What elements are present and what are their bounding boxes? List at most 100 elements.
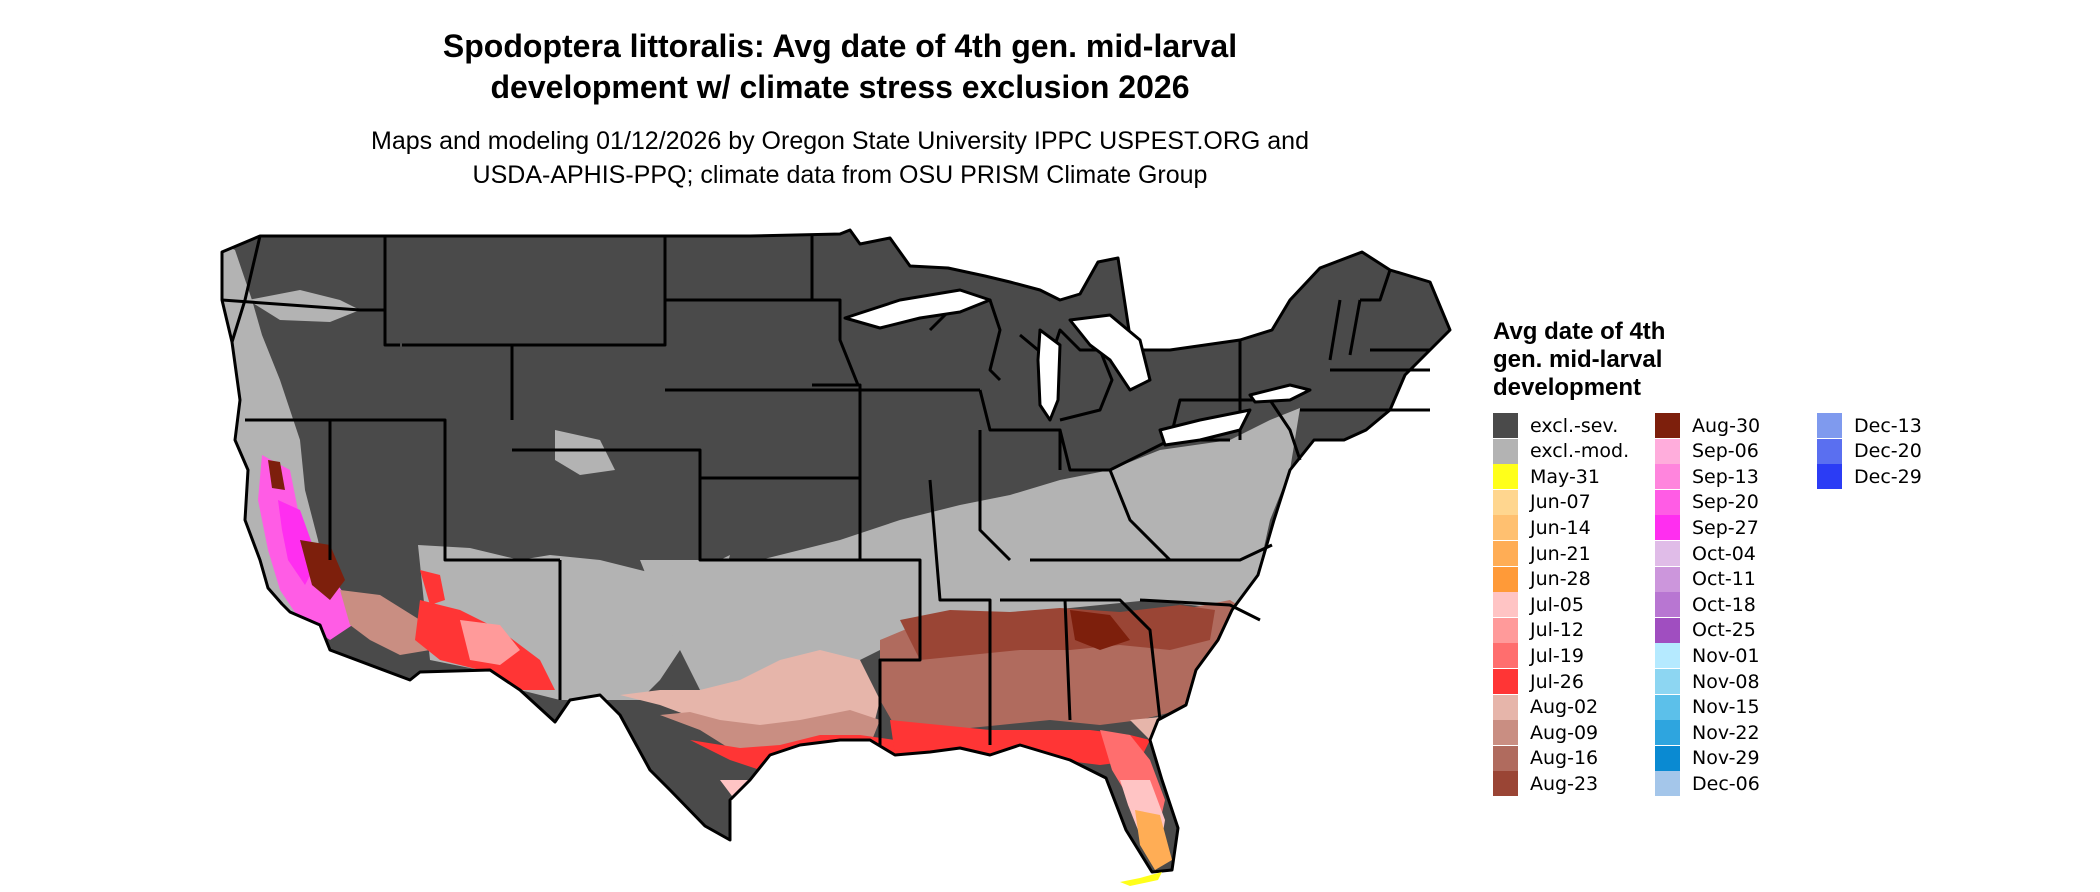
legend-key: Aug-30 [1655, 413, 1760, 438]
legend-label: Oct-11 [1692, 568, 1756, 591]
legend-swatch [1655, 438, 1680, 464]
legend-swatch [1493, 643, 1518, 669]
legend-key: Nov-22 [1655, 720, 1760, 746]
legend-key: excl.-mod. [1493, 438, 1629, 464]
legend-label: Nov-29 [1692, 747, 1760, 770]
legend-label: Sep-27 [1692, 516, 1759, 539]
legend-title-line-1: Avg date of 4th [1493, 318, 1666, 345]
legend-label: Jul-05 [1530, 593, 1584, 616]
legend-swatch [1655, 592, 1680, 618]
legend-swatch [1493, 694, 1518, 720]
legend-swatch [1655, 720, 1680, 746]
legend-key: Dec-20 [1817, 438, 1922, 464]
map-subtitle-line-1: Maps and modeling 01/12/2026 by Oregon S… [371, 127, 1309, 155]
legend-key: Aug-09 [1493, 720, 1599, 746]
us-map [220, 228, 1452, 886]
legend-label: excl.-sev. [1530, 414, 1619, 437]
legend-swatch [1493, 669, 1518, 694]
legend-swatch [1493, 413, 1518, 438]
legend-key: Oct-18 [1655, 592, 1756, 618]
legend-swatch [1655, 669, 1680, 694]
legend-label: Nov-15 [1692, 696, 1760, 719]
legend-swatch [1493, 515, 1518, 541]
legend-key: excl.-sev. [1493, 413, 1618, 438]
legend-key: Jul-12 [1493, 617, 1584, 643]
map-subtitle-line-2: USDA-APHIS-PPQ; climate data from OSU PR… [472, 161, 1208, 189]
legend-swatch [1655, 413, 1680, 438]
legend-key: May-31 [1493, 464, 1600, 490]
legend-swatch [1493, 541, 1518, 566]
legend-swatch [1655, 617, 1680, 643]
legend-key: Jul-26 [1493, 669, 1584, 694]
legend-key: Jun-07 [1493, 489, 1591, 515]
legend-key: Dec-06 [1655, 771, 1760, 797]
legend-key: Oct-25 [1655, 617, 1756, 643]
legend-label: Aug-09 [1530, 721, 1599, 744]
legend-key: Sep-20 [1655, 489, 1759, 515]
legend-key: Dec-29 [1817, 464, 1922, 490]
legend-label: Jun-28 [1530, 568, 1591, 591]
legend-key: Sep-13 [1655, 464, 1759, 490]
legend-swatch [1493, 771, 1518, 797]
legend-label: Dec-29 [1854, 465, 1922, 488]
legend-swatch [1655, 541, 1680, 566]
legend-key: Jun-14 [1493, 515, 1591, 541]
legend-swatch [1655, 771, 1680, 797]
map-legend: Avg date of 4th gen. mid-larval developm… [1493, 318, 1922, 797]
legend-label: May-31 [1530, 465, 1600, 488]
legend-swatch [1493, 617, 1518, 643]
legend-key: Nov-15 [1655, 694, 1760, 720]
legend-label: Dec-20 [1854, 440, 1922, 463]
legend-label: Sep-06 [1692, 440, 1759, 463]
legend-swatch [1655, 566, 1680, 592]
legend-key: Nov-08 [1655, 669, 1760, 694]
legend-label: Aug-30 [1692, 414, 1761, 437]
legend-swatch [1493, 566, 1518, 592]
legend-swatch [1655, 745, 1680, 771]
legend-label: Jun-14 [1530, 516, 1591, 539]
legend-key: Aug-16 [1493, 745, 1599, 771]
legend-swatch [1817, 464, 1842, 490]
legend-swatch [1655, 464, 1680, 490]
legend-label: Nov-01 [1692, 644, 1760, 667]
legend-label: Jul-26 [1530, 670, 1584, 693]
legend-key: Oct-11 [1655, 566, 1756, 592]
legend-swatch [1817, 413, 1842, 438]
legend-label: Dec-13 [1854, 414, 1922, 437]
legend-label: Jul-12 [1530, 619, 1584, 642]
legend-label: Dec-06 [1692, 772, 1760, 795]
map-title-line-2: development w/ climate stress exclusion … [490, 69, 1190, 105]
legend-title-line-3: development [1493, 374, 1642, 401]
legend-label: Oct-04 [1692, 542, 1756, 565]
legend-swatch [1493, 745, 1518, 771]
legend-label: Jul-19 [1530, 644, 1584, 667]
legend-key: Nov-01 [1655, 643, 1760, 669]
legend-key: Nov-29 [1655, 745, 1760, 771]
legend-label: Oct-25 [1692, 619, 1756, 642]
legend-title-line-2: gen. mid-larval [1493, 346, 1663, 373]
map-title: Spodoptera littoralis: Avg date of 4th g… [0, 26, 1680, 108]
legend-key: Jul-05 [1493, 592, 1584, 618]
legend-key: Sep-06 [1655, 438, 1759, 464]
legend-key: Oct-04 [1655, 541, 1756, 566]
legend-swatch [1817, 438, 1842, 464]
legend-swatch [1493, 438, 1518, 464]
legend-swatch [1493, 592, 1518, 618]
legend-label: Aug-16 [1530, 747, 1599, 770]
legend-swatch [1493, 489, 1518, 515]
legend-swatch [1655, 489, 1680, 515]
legend-key: Jul-19 [1493, 643, 1584, 669]
map-title-line-1: Spodoptera littoralis: Avg date of 4th g… [442, 28, 1238, 64]
legend-key: Sep-27 [1655, 515, 1759, 541]
legend-label: Jun-21 [1530, 542, 1591, 565]
legend-swatch [1655, 694, 1680, 720]
legend-label: Oct-18 [1692, 593, 1756, 616]
legend-key: Aug-02 [1493, 694, 1599, 720]
legend-swatch [1493, 464, 1518, 490]
legend-key: Aug-23 [1493, 771, 1599, 797]
legend-label: Jun-07 [1530, 491, 1591, 514]
legend-label: Aug-23 [1530, 772, 1599, 795]
legend-key: Dec-13 [1817, 413, 1922, 438]
legend-label: Aug-02 [1530, 696, 1599, 719]
legend-key: Jun-28 [1493, 566, 1591, 592]
